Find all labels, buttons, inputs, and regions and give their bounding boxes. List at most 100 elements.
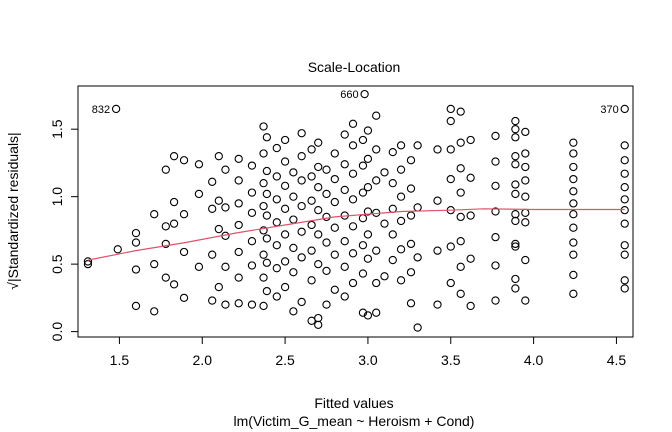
data-point xyxy=(194,160,204,169)
data-point xyxy=(620,219,629,228)
data-point xyxy=(348,222,358,231)
data-point xyxy=(511,133,520,142)
data-point xyxy=(511,125,520,134)
data-point xyxy=(307,172,316,181)
y-tick-label: 0.5 xyxy=(49,254,65,274)
data-point xyxy=(280,157,290,166)
data-point xyxy=(521,162,530,172)
data-point xyxy=(322,300,331,309)
data-point xyxy=(620,169,629,178)
data-point xyxy=(169,197,179,207)
data-point xyxy=(620,241,629,250)
data-point xyxy=(234,220,243,230)
data-point xyxy=(380,219,389,228)
data-point xyxy=(521,296,530,305)
data-point xyxy=(161,165,170,174)
data-point xyxy=(297,227,306,236)
data-point xyxy=(330,223,339,232)
data-point xyxy=(161,239,170,249)
data-point xyxy=(330,149,339,158)
data-point xyxy=(262,286,272,296)
data-point xyxy=(446,116,455,126)
data-point xyxy=(289,192,298,201)
data-point xyxy=(511,239,520,249)
data-point xyxy=(521,192,530,201)
data-point xyxy=(179,247,189,257)
data-point xyxy=(620,206,629,215)
data-point xyxy=(372,176,381,185)
data-point xyxy=(569,289,578,298)
data-point xyxy=(569,238,578,247)
data-point xyxy=(314,230,323,239)
data-point xyxy=(620,284,629,293)
data-point xyxy=(466,254,475,263)
data-point xyxy=(569,223,578,232)
data-point xyxy=(363,254,373,263)
data-point xyxy=(569,187,578,196)
data-point xyxy=(314,313,323,323)
x-tick-label: 4.5 xyxy=(607,352,627,368)
data-point xyxy=(396,165,406,174)
data-point xyxy=(314,138,323,147)
data-point xyxy=(433,300,442,309)
data-point xyxy=(446,104,455,114)
data-point xyxy=(396,192,406,201)
data-point xyxy=(466,135,475,145)
data-point xyxy=(340,262,349,271)
data-point xyxy=(330,197,339,207)
labeled-data-point xyxy=(360,89,369,99)
point-id-label: 370 xyxy=(600,104,618,116)
data-point xyxy=(396,245,406,254)
point-labels-layer: 832 660 370 xyxy=(92,89,629,116)
data-point xyxy=(491,261,500,270)
data-point xyxy=(406,239,416,249)
data-point xyxy=(272,172,281,181)
data-point xyxy=(259,273,268,282)
data-point xyxy=(259,122,268,131)
data-point xyxy=(396,276,406,285)
data-point xyxy=(234,299,243,308)
data-point xyxy=(169,280,179,289)
data-point xyxy=(456,289,465,298)
data-point xyxy=(194,189,204,199)
data-point xyxy=(330,174,339,184)
data-point xyxy=(297,176,306,185)
data-point xyxy=(569,138,578,147)
data-point xyxy=(234,247,243,257)
data-point xyxy=(620,250,629,259)
data-point xyxy=(208,296,217,305)
data-point xyxy=(297,152,306,161)
data-point xyxy=(259,301,268,311)
data-point xyxy=(307,246,316,255)
data-point xyxy=(569,174,578,184)
smooth-line-layer xyxy=(87,208,625,261)
data-point xyxy=(314,162,323,172)
chart-title: Scale-Location xyxy=(308,59,401,75)
data-point xyxy=(280,204,290,213)
labeled-data-point xyxy=(620,104,629,114)
data-point xyxy=(83,259,93,269)
data-point xyxy=(491,296,500,305)
data-point xyxy=(569,250,578,259)
data-point xyxy=(280,257,290,266)
data-point xyxy=(340,237,349,246)
data-point xyxy=(511,116,520,126)
data-point xyxy=(272,195,281,204)
data-point xyxy=(569,162,578,172)
data-point xyxy=(372,111,381,120)
data-point xyxy=(194,262,204,271)
data-point xyxy=(330,250,339,259)
model-formula-subtitle: lm(Victim_G_mean ~ Heroism + Cond) xyxy=(234,413,475,429)
data-point xyxy=(372,278,381,288)
data-point xyxy=(406,211,416,220)
data-point xyxy=(161,222,170,231)
data-point xyxy=(446,242,455,251)
data-point xyxy=(433,145,442,154)
data-point xyxy=(297,129,306,138)
data-point xyxy=(307,196,316,205)
data-point xyxy=(234,154,243,164)
data-point xyxy=(406,184,416,193)
data-point xyxy=(322,238,331,247)
data-point xyxy=(569,270,578,280)
